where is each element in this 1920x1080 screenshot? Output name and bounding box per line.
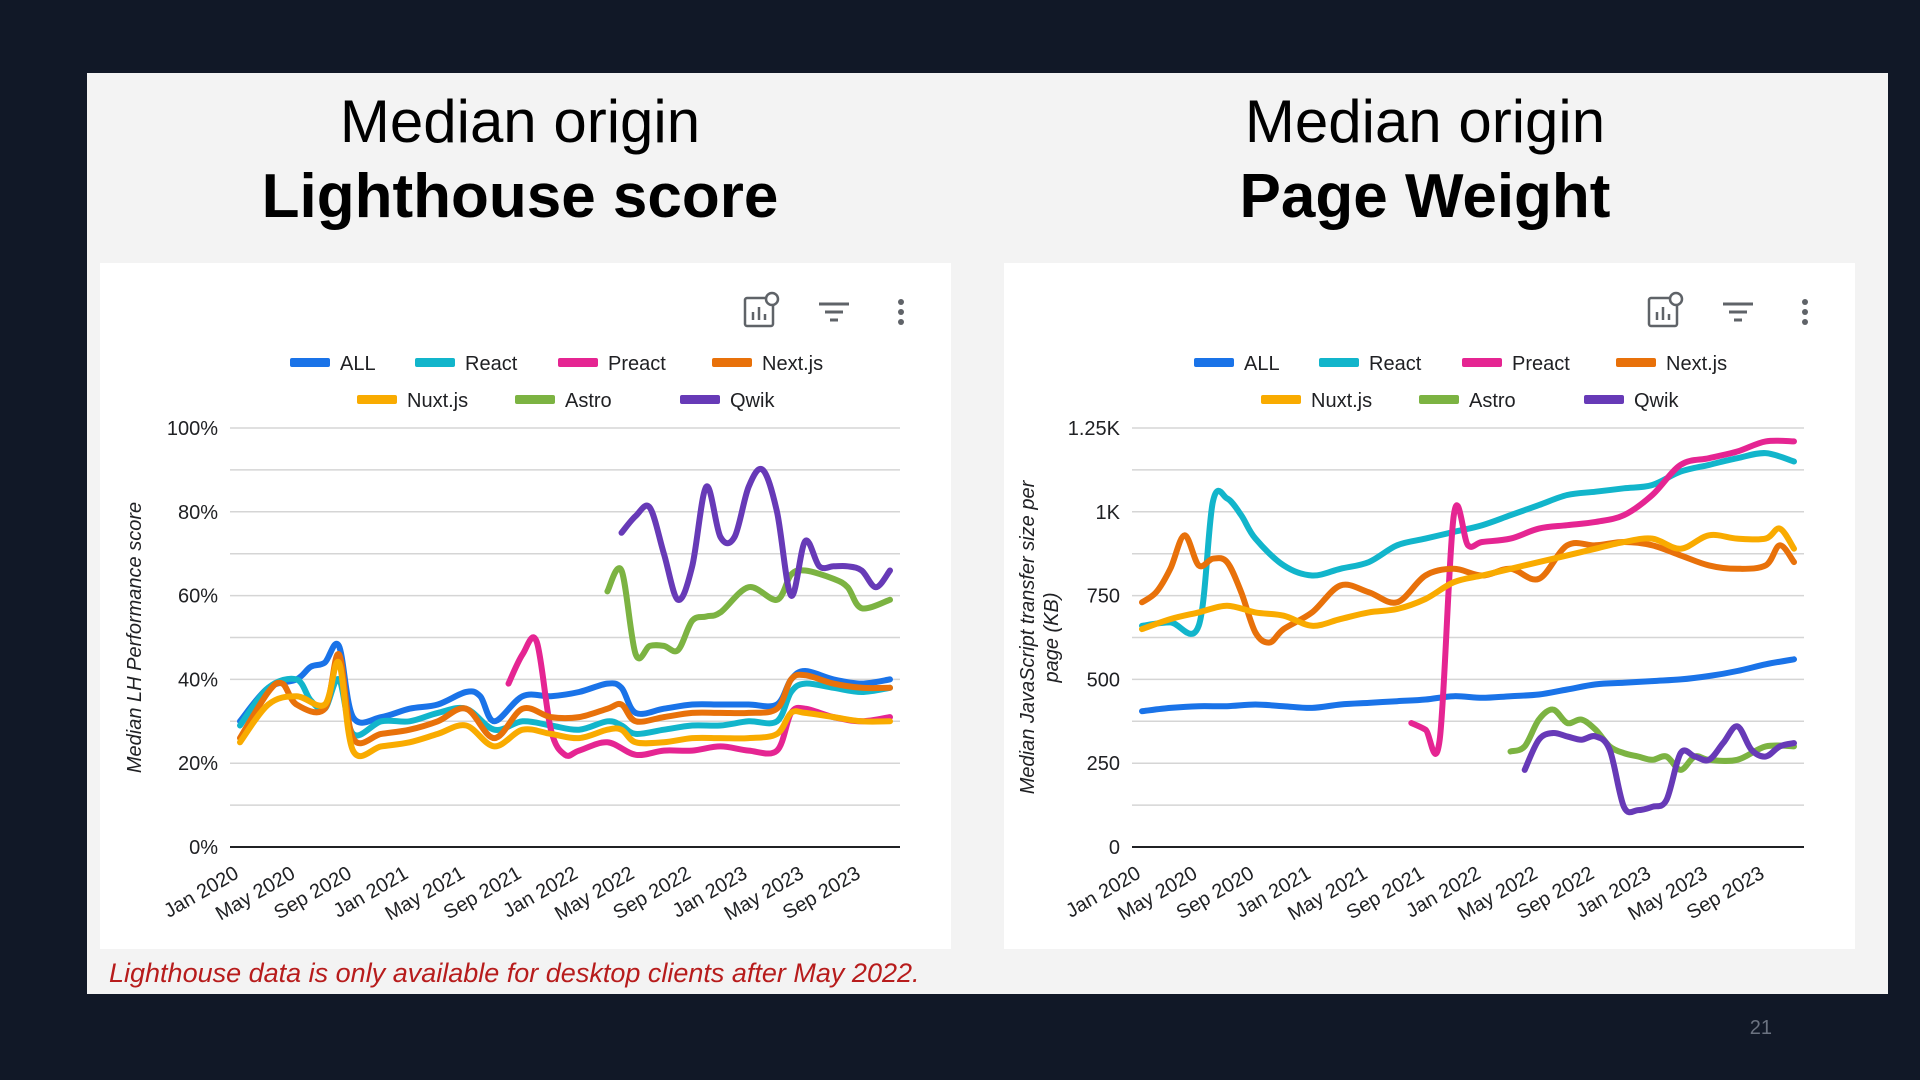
filter-icon[interactable]: [1723, 302, 1753, 322]
y-tick-label: 20%: [178, 753, 218, 775]
y-tick-label: 750: [1087, 586, 1120, 608]
left-title-line1: Median origin: [339, 88, 701, 155]
y-tick-label: 0%: [189, 837, 218, 859]
more-vert-icon[interactable]: [1802, 299, 1808, 325]
legend-label: Astro: [1469, 390, 1516, 412]
legend-label: Qwik: [1634, 390, 1679, 412]
legend-label: Preact: [1512, 353, 1570, 375]
series-line-react: [1139, 450, 1797, 637]
y-tick-label: 60%: [178, 586, 218, 608]
legend-swatch: [357, 395, 397, 404]
lighthouse-footnote: Lighthouse data is only available for de…: [109, 958, 920, 988]
page-weight-chart-card: 0 250 500 750 1K 1.25K Jan 2020 May 2020 Sep 202…: [1004, 263, 1855, 949]
legend-label: Astro: [565, 390, 612, 412]
legend-swatch: [558, 358, 598, 367]
series-line-preact: [505, 634, 893, 759]
series-line-qwik: [618, 465, 893, 603]
grid: [230, 427, 900, 848]
legend-item-qwik[interactable]: Qwik: [1584, 390, 1679, 412]
legend-swatch: [712, 358, 752, 367]
series-line-nuxtjs: [1139, 525, 1797, 633]
series-line-qwik: [1521, 723, 1797, 816]
y-tick-label: 1.25K: [1068, 418, 1121, 440]
y-tick-label: 80%: [178, 502, 218, 524]
y-tick-label: 1K: [1096, 502, 1121, 524]
legend-label: Nuxt.js: [1311, 390, 1372, 412]
page-number: 21: [1749, 1017, 1772, 1039]
series-line-astro: [1507, 706, 1797, 773]
legend-item-react[interactable]: React: [1319, 353, 1422, 375]
legend-item-nextjs[interactable]: Next.js: [1616, 353, 1727, 375]
legend-item-all[interactable]: ALL: [290, 353, 376, 375]
lighthouse-chart-card: 0% 20% 40% 60% 80% 100% Jan 2020 May 2020 Sep 20…: [100, 263, 951, 949]
legend-item-astro[interactable]: Astro: [515, 390, 612, 412]
y-tick-label: 40%: [178, 669, 218, 691]
legend-label: ALL: [340, 353, 376, 375]
legend-swatch: [1584, 395, 1624, 404]
legend-label: Qwik: [730, 390, 775, 412]
chart-settings-icon[interactable]: [743, 291, 780, 328]
right-title-line2: Page Weight: [1239, 162, 1611, 231]
series-line-nuxtjs: [237, 658, 893, 760]
legend-swatch: [1462, 358, 1502, 367]
legend-item-react[interactable]: React: [415, 353, 518, 375]
right-title-line1: Median origin: [1244, 88, 1606, 155]
legend-item-preact[interactable]: Preact: [558, 353, 666, 375]
legend-swatch: [680, 395, 720, 404]
grid: [1132, 427, 1804, 848]
legend-item-qwik[interactable]: Qwik: [680, 390, 775, 412]
series-line-all: [1139, 656, 1797, 715]
legend-label: Next.js: [1666, 353, 1727, 375]
legend-swatch: [1319, 358, 1359, 367]
legend-swatch: [515, 395, 555, 404]
slide: Median origin Lighthouse score Median or…: [87, 73, 1888, 994]
legend-item-nuxtjs[interactable]: Nuxt.js: [357, 390, 468, 412]
legend-item-nextjs[interactable]: Next.js: [712, 353, 823, 375]
y-tick-label: 500: [1087, 669, 1120, 691]
legend-item-nuxtjs[interactable]: Nuxt.js: [1261, 390, 1372, 412]
legend-swatch: [1419, 395, 1459, 404]
legend-swatch: [1616, 358, 1656, 367]
legend-swatch: [1261, 395, 1301, 404]
legend-item-astro[interactable]: Astro: [1419, 390, 1516, 412]
filter-icon[interactable]: [819, 302, 849, 322]
y-axis-label: Median LH Performance score: [124, 502, 146, 773]
legend-label: ALL: [1244, 353, 1280, 375]
y-tick-label: 0: [1109, 837, 1120, 859]
y-tick-label: 100%: [167, 418, 218, 440]
legend-item-preact[interactable]: Preact: [1462, 353, 1570, 375]
series-line-preact: [1408, 437, 1797, 757]
more-vert-icon[interactable]: [898, 299, 904, 325]
legend-swatch: [290, 358, 330, 367]
chart-settings-icon[interactable]: [1647, 291, 1684, 328]
legend-item-all[interactable]: ALL: [1194, 353, 1280, 375]
series-line-astro: [604, 565, 893, 662]
y-tick-label: 250: [1087, 753, 1120, 775]
legend-swatch: [415, 358, 455, 367]
legend-label: React: [465, 353, 518, 375]
legend-label: Preact: [608, 353, 666, 375]
right-panel-title: Median origin Page Weight: [975, 85, 1875, 235]
legend-swatch: [1194, 358, 1234, 367]
legend-label: Nuxt.js: [407, 390, 468, 412]
series-line-nextjs: [1139, 532, 1797, 646]
left-panel-title: Median origin Lighthouse score: [70, 85, 970, 235]
legend-label: React: [1369, 353, 1422, 375]
legend-label: Next.js: [762, 353, 823, 375]
left-title-line2: Lighthouse score: [261, 162, 779, 231]
y-axis-label: Median JavaScript transfer size per page …: [1017, 479, 1063, 794]
